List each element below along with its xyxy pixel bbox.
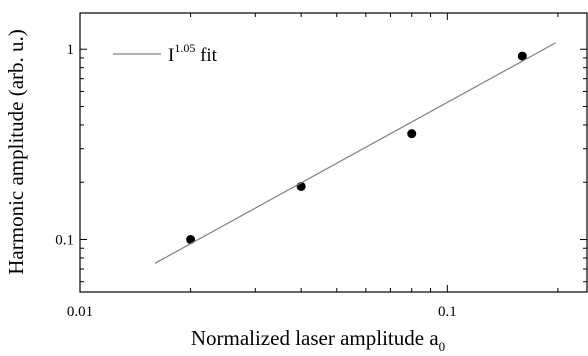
y-tick-label: 0.1 [55,233,74,249]
axis-ticks [79,13,587,292]
tick-labels: 0.01 0.1 0.1 1 [55,42,456,320]
fit-line [154,42,556,264]
y-tick-label: 1 [67,42,75,58]
x-tick-label: 0.01 [67,304,93,320]
data-point [186,235,196,245]
series-layer [154,42,556,264]
y-axis-label: Harmonic amplitude (arb. u.) [4,29,28,275]
legend: I1.05 fit [113,41,218,66]
data-point [517,51,527,61]
data-point [407,129,417,139]
legend-fit-label: I1.05 fit [168,41,218,66]
x-tick-label: 0.1 [438,304,457,320]
x-axis-label: Normalized laser amplitude a0 [191,326,445,354]
plot-frame [79,12,588,293]
